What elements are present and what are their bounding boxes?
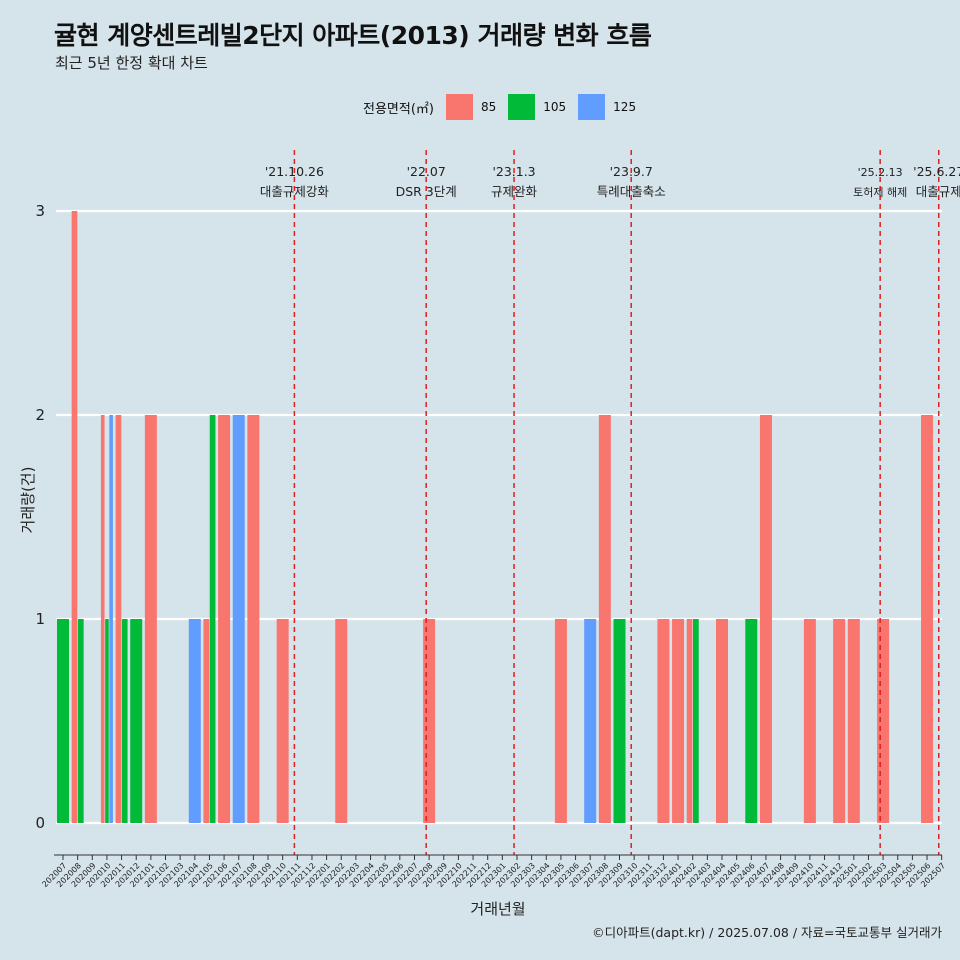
- legend-item-105: 105: [508, 94, 566, 120]
- bar-105-202105: [209, 415, 216, 823]
- chart-title: 귤현 계양센트레빌2단지 아파트(2013) 거래량 변화 흐름: [54, 21, 652, 50]
- event-text-label: 토허제 해제: [853, 185, 907, 199]
- bar-105-202309: [613, 619, 626, 823]
- x-axis-title: 거래년월: [470, 900, 525, 918]
- bar-105-202011: [121, 619, 128, 823]
- event-date-label: '23.9.7: [610, 164, 653, 179]
- legend-item-85: 85: [445, 94, 497, 120]
- source-caption: ©디아파트(dapt.kr) / 2025.07.08 / 자료=국토교통부 실…: [592, 925, 942, 940]
- legend-label-125: 125: [613, 100, 637, 114]
- chart-subtitle: 최근 5년 한정 확대 차트: [55, 54, 208, 72]
- bar-85-202402: [686, 619, 693, 823]
- bar-85-202506: [921, 415, 934, 823]
- bar-105-202402: [693, 619, 699, 823]
- bar-85-202011: [115, 415, 122, 823]
- bar-85-202305: [554, 619, 567, 823]
- bar-85-202106: [218, 415, 231, 823]
- y-tick-label: 2: [35, 406, 45, 424]
- legend-swatch-105: [508, 94, 536, 120]
- bar-85-202202: [335, 619, 348, 823]
- y-tick-label: 3: [35, 202, 45, 220]
- bar-85-202312: [657, 619, 670, 823]
- event-text-label: 대출규제: [916, 184, 960, 199]
- bar-85-202101: [144, 415, 157, 823]
- bar-85-202108: [247, 415, 260, 823]
- bar-85-202401: [672, 619, 685, 823]
- y-tick-label: 0: [35, 814, 45, 832]
- y-axis-title: 거래량(건): [19, 467, 37, 534]
- bar-85-202308: [598, 415, 611, 823]
- legend-title: 전용면적(㎡): [363, 101, 434, 117]
- event-text-label: 규제완화: [491, 184, 538, 199]
- bar-105-202010: [105, 619, 109, 823]
- event-date-label: '23.1.3: [492, 164, 535, 179]
- bar-125-202104: [188, 619, 201, 823]
- event-text-label: 특례대출축소: [597, 184, 666, 199]
- event-text-label: DSR 3단계: [396, 184, 457, 199]
- bar-105-202012: [130, 619, 143, 823]
- bar-125-202010: [109, 415, 113, 823]
- bar-85-202501: [847, 619, 860, 823]
- legend-label-85: 85: [480, 100, 497, 114]
- bar-105-202007: [57, 619, 69, 823]
- bar-85-202105: [203, 619, 210, 823]
- bar-85-202407: [759, 415, 772, 823]
- y-tick-label: 1: [35, 610, 45, 628]
- bar-85-202404: [716, 619, 729, 823]
- bar-125-202107: [232, 415, 245, 823]
- bar-105-202406: [745, 619, 758, 823]
- event-date-label: '25.2.13: [858, 166, 903, 179]
- event-date-label: '21.10.26: [265, 164, 324, 179]
- bar-85-202110: [276, 619, 289, 823]
- bar-85-202503: [877, 619, 890, 823]
- legend-label-105: 105: [543, 100, 567, 114]
- event-date-label: '25.6.27: [913, 164, 960, 179]
- bar-85-202010: [100, 415, 105, 823]
- bar-105-202008: [77, 619, 84, 823]
- legend-swatch-85: [445, 94, 473, 120]
- event-text-label: 대출규제강화: [260, 184, 330, 199]
- legend: 전용면적(㎡) 85 105 125: [363, 94, 648, 120]
- bar-85-202008: [71, 211, 78, 823]
- bar-125-202307: [584, 619, 597, 823]
- bar-85-202412: [833, 619, 846, 823]
- bar-85-202410: [803, 619, 816, 823]
- legend-swatch-125: [578, 94, 606, 120]
- legend-item-125: 125: [578, 94, 636, 120]
- event-date-label: '22.07: [407, 164, 446, 179]
- bar-85-202208: [423, 619, 436, 823]
